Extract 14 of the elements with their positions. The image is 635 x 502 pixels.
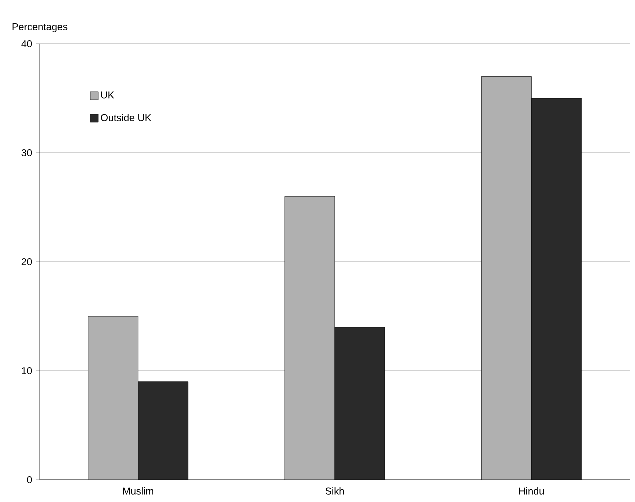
- legend-label: UK: [101, 92, 114, 99]
- bar: [335, 327, 386, 480]
- x-tick-label: Hindu: [519, 488, 544, 495]
- y-tick-label: 0: [27, 476, 32, 484]
- x-tick-label: Sikh: [326, 488, 344, 495]
- legend-label: Outside UK: [101, 114, 152, 122]
- y-tick-label: 40: [22, 40, 32, 48]
- bar: [531, 98, 582, 480]
- y-tick-label: 10: [22, 367, 32, 375]
- bar: [138, 382, 188, 480]
- y-axis-title: Percentages: [12, 24, 68, 32]
- x-tick-label: Muslim: [123, 488, 154, 495]
- y-tick-label: 30: [22, 149, 32, 157]
- y-tick-label: 20: [22, 258, 32, 266]
